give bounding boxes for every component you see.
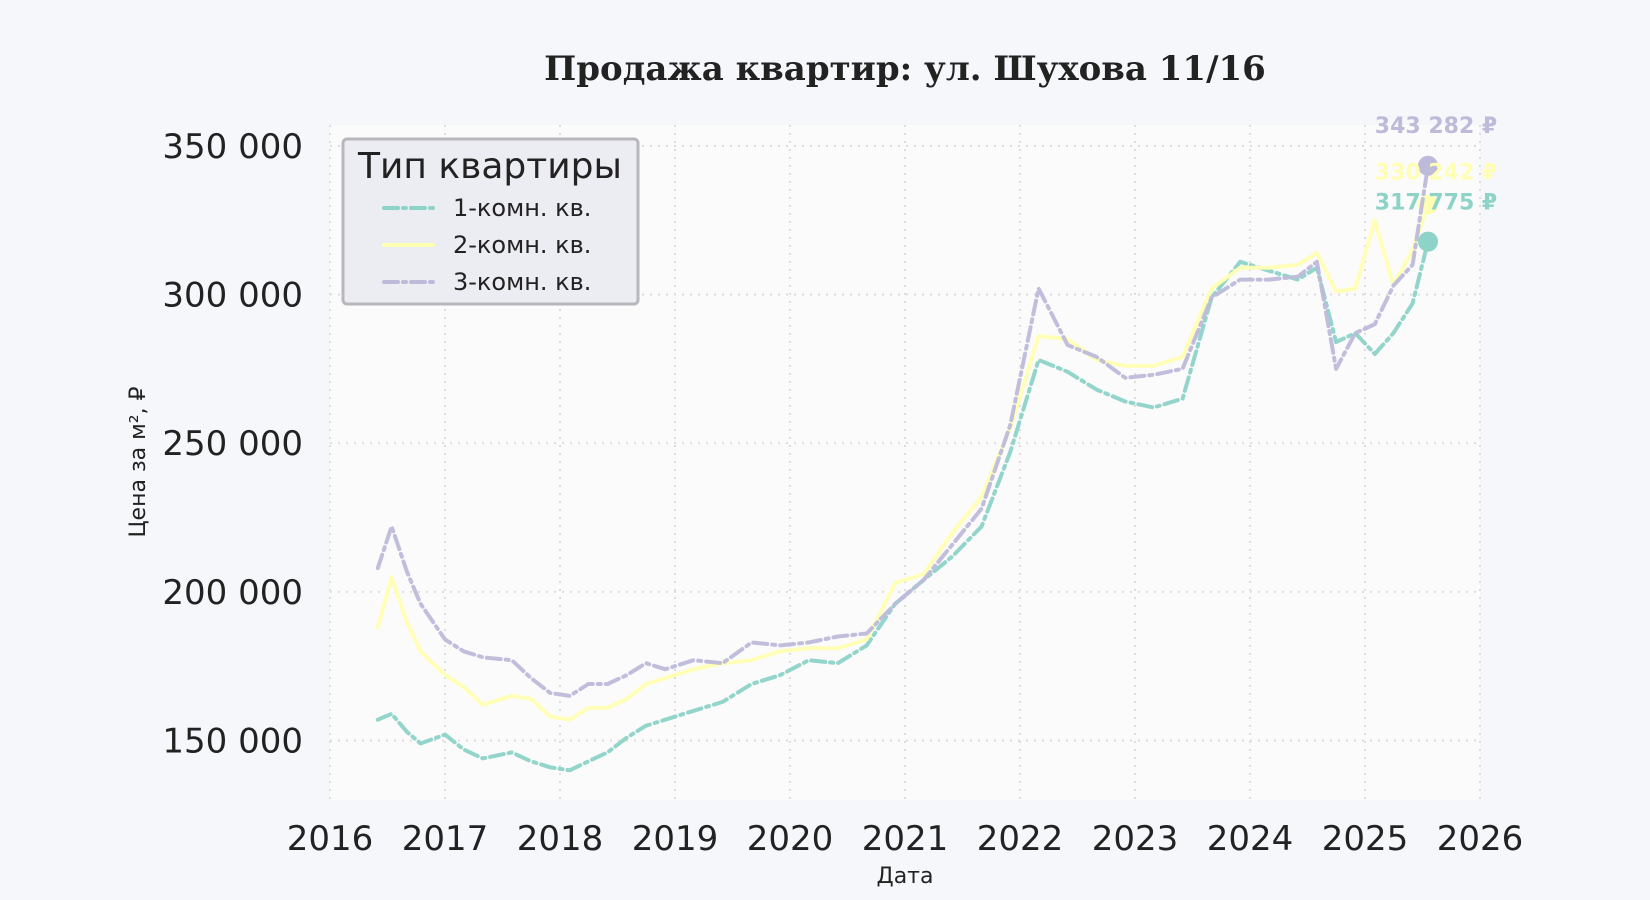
x-tick-label: 2023 (1092, 819, 1179, 859)
x-tick-label: 2020 (747, 819, 834, 859)
legend-label-2: 2-комн. кв. (453, 231, 591, 259)
series-end-label-1: 317 775 ₽ (1375, 191, 1497, 216)
legend-label-3: 3-комн. кв. (453, 268, 591, 296)
chart-title: Продажа квартир: ул. Шухова 11/16 (544, 49, 1266, 89)
x-tick-label: 2017 (402, 819, 489, 859)
axis-layer: 2016 2017 2018 2019 2020 2021 2022 2023 2024 2025… (162, 127, 1523, 859)
y-tick-label: 150 000 (162, 722, 303, 762)
series-end-label-2: 330 242 ₽ (1375, 161, 1497, 186)
y-tick-label: 350 000 (162, 127, 303, 167)
series-line-3 (375, 163, 1430, 698)
series-end-label-3: 343 282 ₽ (1375, 114, 1497, 139)
x-tick-label: 2016 (287, 819, 374, 859)
x-tick-label: 2022 (977, 819, 1064, 859)
y-axis-label: Цена за м², ₽ (126, 386, 151, 537)
x-tick-label: 2021 (862, 819, 949, 859)
x-axis-label: Дата (877, 864, 934, 889)
legend-label-1: 1-комн. кв. (453, 194, 591, 222)
grid-layer (329, 125, 1481, 800)
annotation-layer: 317 775 ₽ 330 242 ₽ 343 282 ₽ (1375, 114, 1497, 216)
x-tick-label: 2025 (1322, 819, 1409, 859)
y-tick-label: 200 000 (162, 573, 303, 613)
y-tick-label: 300 000 (162, 275, 303, 315)
legend-title: Тип квартиры (357, 146, 622, 187)
series-end-point-3 (1418, 155, 1439, 176)
series-line-2 (375, 202, 1430, 722)
x-tick-label: 2019 (632, 819, 719, 859)
y-tick-label: 250 000 (162, 424, 303, 464)
x-tick-label: 2026 (1437, 819, 1524, 859)
series-layer (375, 155, 1439, 773)
legend: Тип квартиры 1-комн. кв. 2-комн. кв. 3-комн… (341, 137, 640, 306)
legend-box (341, 137, 640, 306)
x-tick-label: 2018 (517, 819, 604, 859)
x-tick-label: 2024 (1207, 819, 1294, 859)
series-end-point-1 (1418, 231, 1439, 252)
